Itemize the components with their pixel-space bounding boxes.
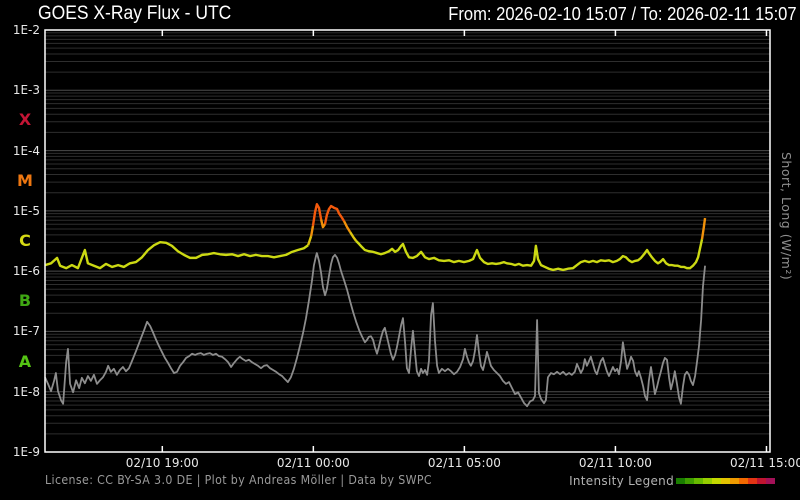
series-short-line xyxy=(44,252,706,408)
header-time-range-text: From: 2026-02-10 15:07 / To: 2026-02-11 … xyxy=(448,4,797,24)
footer-license: License: CC BY-SA 3.0 DE | Plot by Andre… xyxy=(45,473,466,487)
intensity-legend: Intensity Legend xyxy=(569,474,775,488)
y-axis-right-label: Short, Long (W/m²) xyxy=(779,152,794,281)
page-title-text: GOES X-Ray Flux - UTC xyxy=(38,3,232,24)
series-long-segment xyxy=(342,220,352,233)
series-long-segment xyxy=(323,204,346,225)
intensity-legend-swatch xyxy=(748,478,757,484)
intensity-legend-swatches xyxy=(676,478,775,484)
intensity-legend-swatch xyxy=(757,478,766,484)
series-long-segment xyxy=(349,231,358,242)
series-long-segment xyxy=(44,241,309,270)
footer-license-text: License: CC BY-SA 3.0 DE | Plot by Andre… xyxy=(45,473,433,487)
series-long-line xyxy=(44,203,707,272)
grid-decade-lines xyxy=(45,89,770,393)
intensity-legend-swatch xyxy=(766,478,775,484)
page-title: GOES X-Ray Flux - UTC xyxy=(38,3,248,25)
grid-minor-lines xyxy=(45,32,770,435)
intensity-legend-swatch xyxy=(730,478,739,484)
intensity-legend-swatch xyxy=(712,478,721,484)
intensity-legend-swatch xyxy=(739,478,748,484)
intensity-legend-label: Intensity Legend xyxy=(569,474,674,488)
header-time-range: From: 2026-02-10 15:07 / To: 2026-02-11 … xyxy=(418,4,797,25)
intensity-legend-swatch xyxy=(721,478,730,484)
intensity-legend-swatch xyxy=(685,478,694,484)
series-long-segment xyxy=(319,219,327,229)
x-tick-marks xyxy=(161,30,768,452)
series-long-segment xyxy=(355,238,704,272)
plot-frame xyxy=(44,29,771,453)
series-long-segment xyxy=(311,203,323,227)
intensity-legend-swatch xyxy=(676,478,685,484)
series-long-segment xyxy=(700,217,707,240)
intensity-legend-swatch xyxy=(703,478,712,484)
series-long-segment xyxy=(306,235,313,246)
intensity-legend-swatch xyxy=(694,478,703,484)
series-long-segment xyxy=(309,225,315,237)
